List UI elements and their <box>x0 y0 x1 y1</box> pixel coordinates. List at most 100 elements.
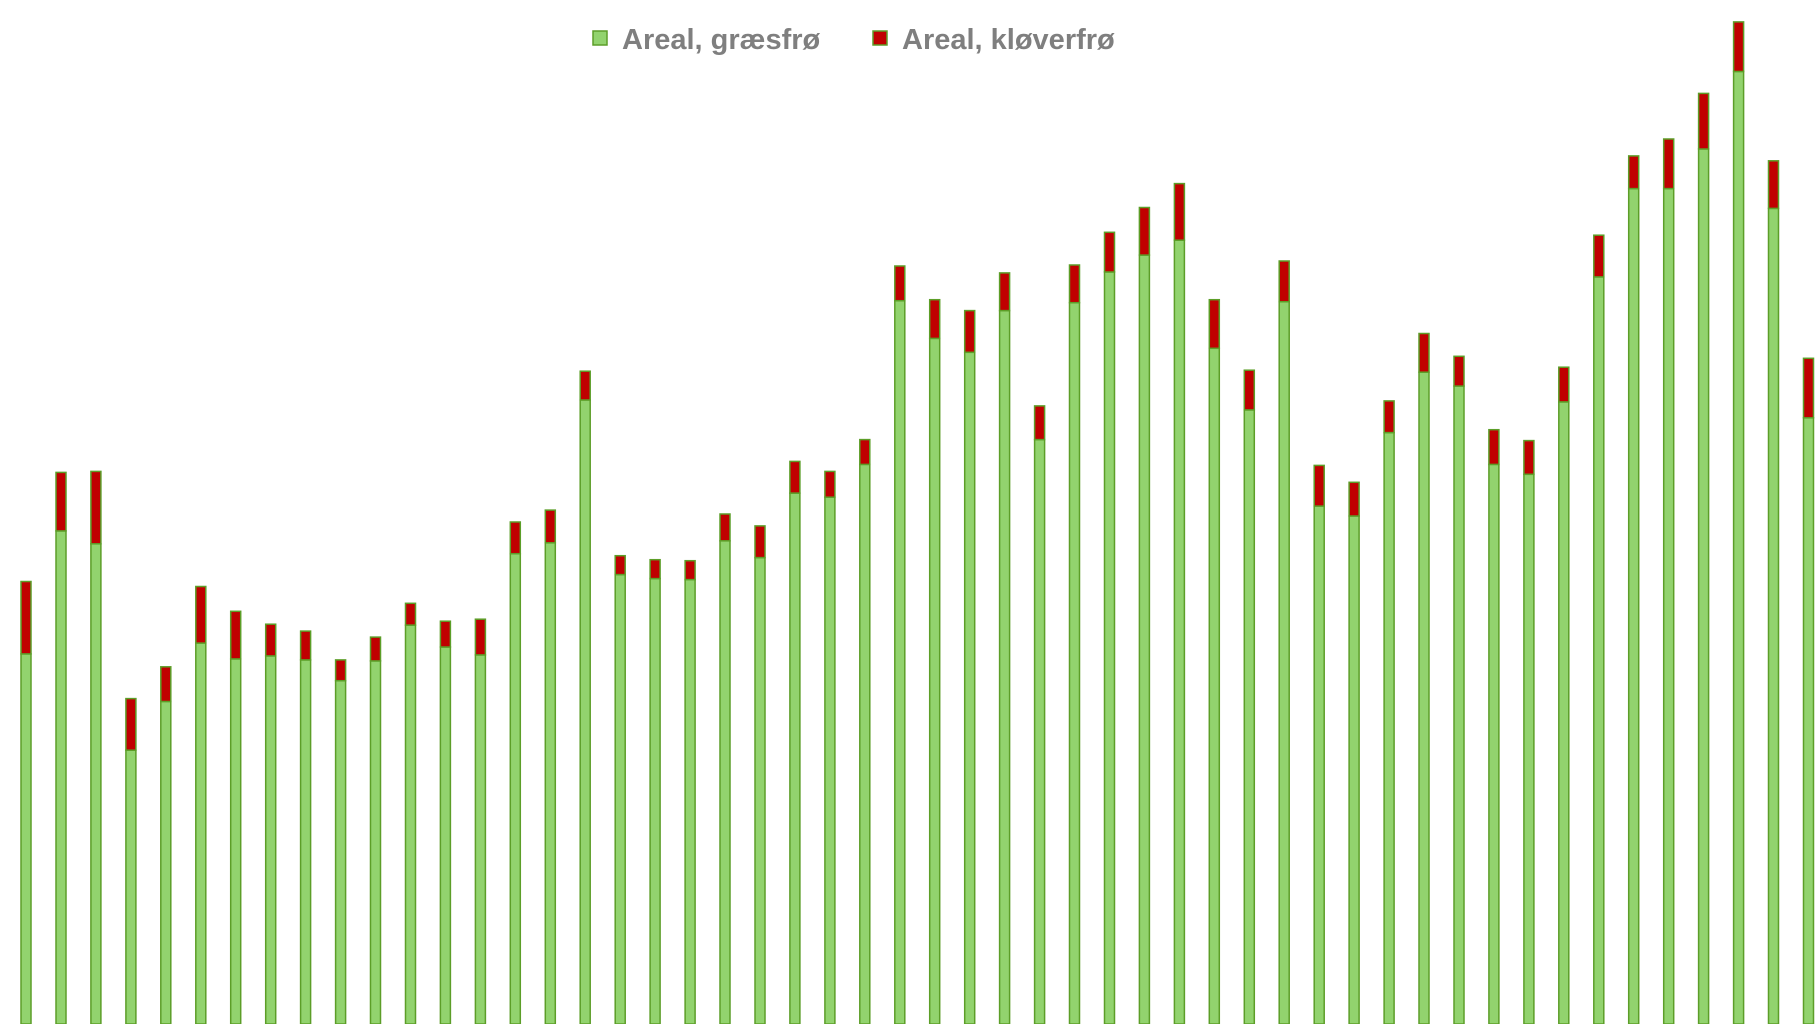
bar-kloeverfroe-19 <box>684 559 696 581</box>
bar-kloeverfroe-6 <box>229 610 242 660</box>
legend-swatch-graesfroe <box>592 30 608 46</box>
bar-kloeverfroe-37 <box>1313 464 1325 507</box>
bar-graesfroe-31 <box>1103 271 1116 1024</box>
bar-kloeverfroe-31 <box>1103 231 1116 273</box>
bar-kloeverfroe-17 <box>614 554 626 576</box>
bar-kloeverfroe-47 <box>1662 138 1675 190</box>
bar-graesfroe-18 <box>649 577 661 1024</box>
bar-graesfroe-1 <box>55 530 67 1024</box>
bar-graesfroe-49 <box>1732 70 1745 1024</box>
bar-graesfroe-21 <box>754 556 766 1024</box>
bar-kloeverfroe-26 <box>928 298 941 340</box>
bar-graesfroe-0 <box>20 653 32 1024</box>
bar-kloeverfroe-27 <box>963 309 976 354</box>
bar-graesfroe-42 <box>1488 463 1500 1024</box>
bar-kloeverfroe-20 <box>719 513 731 542</box>
bar-graesfroe-17 <box>614 573 626 1024</box>
bar-kloeverfroe-13 <box>474 618 487 656</box>
bar-kloeverfroe-0 <box>20 580 32 655</box>
bar-graesfroe-47 <box>1662 187 1675 1024</box>
legend-label-kloeverfroe: Areal, kløverfrø <box>902 24 1115 56</box>
bar-graesfroe-41 <box>1453 385 1465 1024</box>
bar-kloeverfroe-43 <box>1523 439 1535 476</box>
bar-graesfroe-14 <box>509 552 522 1024</box>
bar-graesfroe-26 <box>928 337 941 1024</box>
bar-kloeverfroe-5 <box>195 585 207 644</box>
bars-group <box>20 21 1815 1024</box>
bar-graesfroe-35 <box>1243 409 1256 1024</box>
bar-graesfroe-2 <box>90 543 102 1024</box>
bar-graesfroe-40 <box>1418 371 1430 1024</box>
bar-graesfroe-13 <box>474 654 487 1024</box>
bar-graesfroe-30 <box>1068 301 1081 1024</box>
bar-graesfroe-37 <box>1313 505 1325 1024</box>
bar-graesfroe-7 <box>264 655 277 1024</box>
bar-kloeverfroe-48 <box>1697 92 1710 150</box>
bar-kloeverfroe-51 <box>1802 357 1815 419</box>
bar-kloeverfroe-12 <box>439 620 452 648</box>
bar-graesfroe-16 <box>579 399 591 1024</box>
bar-kloeverfroe-15 <box>544 509 557 544</box>
bar-kloeverfroe-49 <box>1732 21 1745 73</box>
bar-graesfroe-24 <box>859 463 871 1024</box>
bar-graesfroe-4 <box>160 700 172 1024</box>
chart-legend: Areal, græsfrø Areal, kløverfrø <box>592 24 1115 56</box>
legend-swatch-kloeverfroe <box>872 30 888 46</box>
bar-kloeverfroe-10 <box>369 636 382 662</box>
bar-graesfroe-51 <box>1802 417 1815 1024</box>
bar-kloeverfroe-28 <box>998 272 1011 312</box>
bar-graesfroe-27 <box>963 351 976 1024</box>
bar-kloeverfroe-14 <box>509 521 522 555</box>
bar-graesfroe-25 <box>894 299 906 1024</box>
bar-graesfroe-5 <box>195 642 207 1024</box>
bar-kloeverfroe-1 <box>55 471 67 532</box>
bar-kloeverfroe-44 <box>1558 366 1570 403</box>
bar-graesfroe-19 <box>684 578 696 1024</box>
bar-graesfroe-50 <box>1767 207 1780 1024</box>
bar-kloeverfroe-11 <box>404 602 417 626</box>
bar-graesfroe-46 <box>1627 187 1640 1024</box>
bar-kloeverfroe-9 <box>334 659 347 682</box>
bar-graesfroe-28 <box>998 309 1011 1024</box>
bar-graesfroe-15 <box>544 542 557 1024</box>
bar-kloeverfroe-16 <box>579 370 591 401</box>
bar-kloeverfroe-40 <box>1418 332 1430 373</box>
bar-kloeverfroe-4 <box>160 666 172 703</box>
bar-kloeverfroe-32 <box>1138 206 1151 256</box>
bar-kloeverfroe-25 <box>894 265 906 302</box>
bar-graesfroe-38 <box>1348 515 1360 1024</box>
bar-kloeverfroe-33 <box>1173 182 1186 241</box>
bar-kloeverfroe-22 <box>789 460 801 494</box>
bar-graesfroe-29 <box>1033 438 1046 1024</box>
bar-kloeverfroe-41 <box>1453 355 1465 387</box>
bar-graesfroe-12 <box>439 646 452 1024</box>
bar-graesfroe-34 <box>1208 347 1221 1024</box>
bar-kloeverfroe-30 <box>1068 264 1081 304</box>
bar-kloeverfroe-46 <box>1627 155 1640 190</box>
bar-kloeverfroe-50 <box>1767 160 1780 210</box>
bar-kloeverfroe-8 <box>299 630 312 661</box>
bar-kloeverfroe-2 <box>90 470 102 545</box>
legend-label-graesfroe: Areal, græsfrø <box>622 24 821 56</box>
bar-graesfroe-36 <box>1278 300 1290 1024</box>
bar-graesfroe-43 <box>1523 473 1535 1024</box>
bar-kloeverfroe-45 <box>1593 234 1605 278</box>
bar-graesfroe-3 <box>125 749 137 1024</box>
bar-graesfroe-48 <box>1697 148 1710 1024</box>
bar-graesfroe-10 <box>369 660 382 1024</box>
bar-kloeverfroe-34 <box>1208 298 1221 350</box>
bar-kloeverfroe-38 <box>1348 481 1360 517</box>
bar-kloeverfroe-3 <box>125 697 137 751</box>
bar-graesfroe-11 <box>404 624 417 1024</box>
bar-kloeverfroe-36 <box>1278 260 1290 303</box>
bar-graesfroe-6 <box>229 658 242 1024</box>
bar-graesfroe-20 <box>719 540 731 1024</box>
bar-kloeverfroe-21 <box>754 525 766 559</box>
bar-kloeverfroe-18 <box>649 558 661 580</box>
bar-kloeverfroe-35 <box>1243 369 1256 411</box>
bar-kloeverfroe-39 <box>1383 400 1395 434</box>
bar-graesfroe-23 <box>824 496 836 1024</box>
bar-kloeverfroe-29 <box>1033 405 1046 441</box>
bar-graesfroe-9 <box>334 679 347 1024</box>
bar-graesfroe-8 <box>299 659 312 1024</box>
